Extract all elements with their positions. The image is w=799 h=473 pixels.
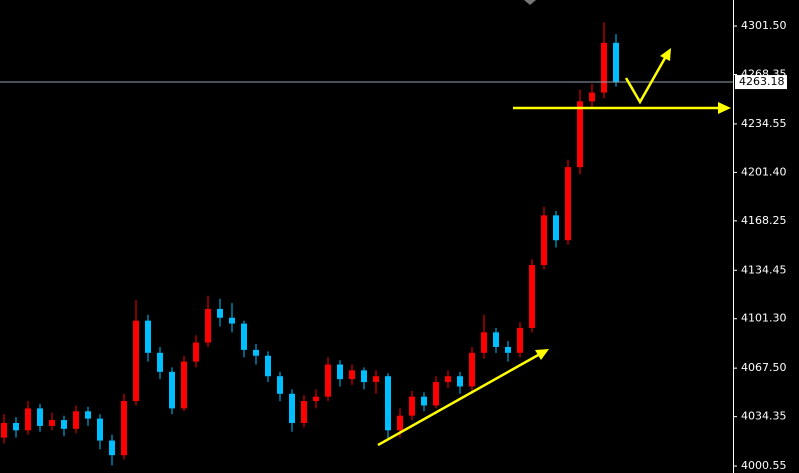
candle-body bbox=[313, 396, 319, 402]
candle-body bbox=[133, 320, 139, 402]
annotations bbox=[377, 48, 731, 447]
candle-body bbox=[421, 396, 427, 406]
candle-body bbox=[277, 376, 283, 394]
candle-body bbox=[457, 376, 463, 387]
y-tick-label: 4201.40 bbox=[741, 165, 787, 178]
candle-body bbox=[37, 408, 43, 426]
last-price-box bbox=[735, 75, 787, 90]
candle-body bbox=[553, 215, 559, 241]
candle-body bbox=[517, 327, 523, 353]
candle-body bbox=[505, 346, 511, 353]
candle-body bbox=[385, 376, 391, 431]
candle-body bbox=[337, 364, 343, 380]
candle-body bbox=[97, 418, 103, 441]
bounce-arrow bbox=[624, 57, 667, 105]
candle-body bbox=[493, 332, 499, 347]
candle-body bbox=[481, 332, 487, 353]
candle-body bbox=[169, 371, 175, 409]
y-tick-label: 4000.55 bbox=[741, 459, 787, 472]
last-price-label: 4263.18 bbox=[739, 75, 785, 88]
candle-body bbox=[25, 408, 31, 431]
candle-body bbox=[325, 364, 331, 397]
candle-body bbox=[541, 215, 547, 266]
y-tick-label: 4234.55 bbox=[741, 117, 787, 130]
candle-body bbox=[445, 376, 451, 383]
y-tick-label: 4301.50 bbox=[741, 19, 787, 32]
candle-body bbox=[577, 101, 583, 168]
candle-body bbox=[613, 42, 619, 83]
candle-body bbox=[13, 422, 19, 431]
candle-body bbox=[241, 323, 247, 350]
candle-body bbox=[205, 308, 211, 343]
candle-body bbox=[529, 265, 535, 328]
candle-body bbox=[433, 382, 439, 406]
candle-body bbox=[601, 42, 607, 93]
candle-body bbox=[49, 420, 55, 426]
candle-body bbox=[373, 376, 379, 383]
candle-body bbox=[157, 352, 163, 372]
candle-body bbox=[409, 396, 415, 416]
candle-body bbox=[181, 361, 187, 409]
candle-body bbox=[145, 320, 151, 353]
y-tick-label: 4067.50 bbox=[741, 361, 787, 374]
trend-arrow bbox=[377, 352, 541, 447]
y-tick-label: 4168.25 bbox=[741, 214, 787, 227]
candle-body bbox=[349, 370, 355, 380]
candle-body bbox=[361, 370, 367, 383]
scroll-marker bbox=[524, 0, 536, 5]
candle-body bbox=[85, 411, 91, 419]
candle-body bbox=[589, 92, 595, 102]
arrow-head bbox=[535, 349, 549, 360]
candle-body bbox=[217, 308, 223, 318]
candle-body bbox=[253, 349, 259, 356]
last-price: 4263.18 bbox=[0, 75, 787, 90]
candle-body bbox=[301, 401, 307, 423]
y-tick-label: 4034.35 bbox=[741, 410, 787, 423]
candle-body bbox=[469, 352, 475, 387]
candle-body bbox=[73, 411, 79, 429]
candle-body bbox=[229, 317, 235, 324]
candles bbox=[1, 22, 619, 466]
candle-body bbox=[1, 422, 7, 438]
candle-body bbox=[289, 393, 295, 423]
candle-body bbox=[265, 355, 271, 377]
candle-body bbox=[61, 420, 67, 429]
y-tick-label: 4134.45 bbox=[741, 263, 787, 276]
candle-body bbox=[397, 415, 403, 431]
y-tick-label: 4101.30 bbox=[741, 312, 787, 325]
ticks: 4000.55 4034.35 4067.50 4101.30 4134.45 4168.… bbox=[733, 19, 787, 472]
arrow-head bbox=[660, 48, 671, 61]
candle-body bbox=[565, 167, 571, 241]
candle-body bbox=[193, 342, 199, 362]
arrow-head bbox=[718, 102, 731, 114]
candle-body bbox=[121, 401, 127, 456]
candle-body bbox=[109, 440, 115, 456]
